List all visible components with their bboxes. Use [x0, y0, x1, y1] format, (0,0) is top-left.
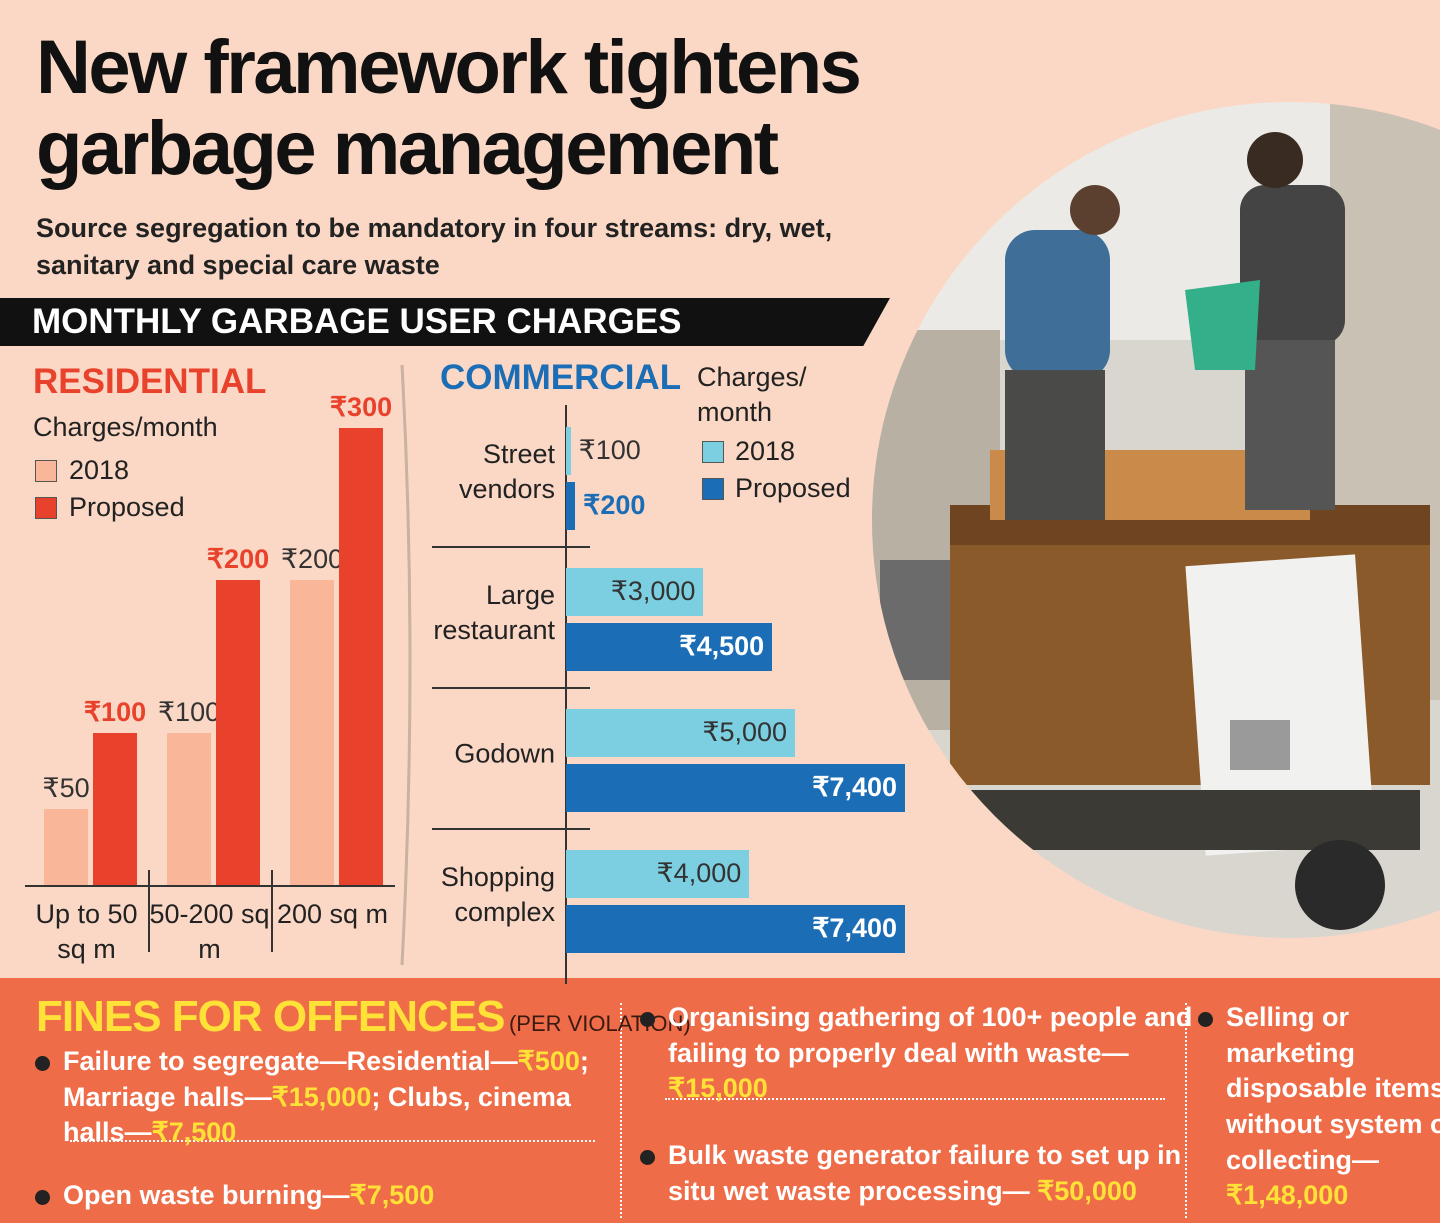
title: New framework tightens garbage managemen…	[36, 25, 862, 191]
value-label: ₹200	[280, 544, 344, 575]
value-label: ₹3,000	[610, 576, 696, 606]
separator	[432, 828, 590, 830]
value-label: ₹7,400	[812, 913, 897, 943]
fine-text: Selling or marketing disposable items wi…	[1226, 1002, 1440, 1175]
bullet	[640, 1150, 655, 1165]
fine-amount: ₹50,000	[1037, 1175, 1137, 1206]
legend-swatch	[702, 441, 724, 463]
divider	[1185, 1003, 1187, 1218]
value-label: ₹100	[83, 696, 147, 727]
section-title: MONTHLY GARBAGE USER CHARGES	[32, 302, 682, 341]
y-tick-label: Shopping complex	[440, 861, 555, 927]
value-label: ₹200	[583, 490, 646, 520]
x-tick-label: 200 sq m	[276, 899, 389, 929]
bullet	[640, 1012, 655, 1027]
divider	[620, 1003, 622, 1218]
value-label: ₹7,400	[812, 772, 897, 802]
bar	[566, 568, 704, 616]
fine-text: Bulk waste generator failure to set up i…	[668, 1140, 1182, 1206]
separator	[432, 687, 590, 689]
value-label: ₹300	[329, 392, 393, 422]
bar	[290, 580, 334, 885]
divider	[665, 1098, 1165, 1100]
fine-amount: ₹1,48,000	[1226, 1180, 1349, 1211]
value-label: ₹100	[578, 435, 641, 465]
axis-line	[565, 405, 567, 984]
legend-label: Proposed	[735, 473, 851, 503]
bar	[339, 428, 383, 885]
photo	[400, 98, 1440, 966]
bar	[566, 850, 750, 898]
fine-item: Organising gathering of 100+ people and …	[668, 1000, 1198, 1107]
chart-title: RESIDENTIAL	[33, 362, 267, 401]
fine-text: Open waste burning—	[63, 1180, 350, 1210]
separator	[148, 870, 150, 952]
y-tick-label: Large restaurant	[433, 579, 555, 645]
fines-heading: FINES FOR OFFENCES (PER VIOLATION)	[36, 992, 691, 1042]
bar	[566, 764, 905, 812]
bar	[44, 808, 88, 885]
value-label: ₹4,000	[656, 858, 742, 888]
x-tick-label: 50-200 sq m	[149, 899, 270, 965]
bar	[93, 732, 137, 885]
bullet	[35, 1190, 50, 1205]
bar	[566, 482, 576, 530]
separator	[432, 546, 590, 548]
legend-label: 2018	[735, 436, 796, 466]
fine-text: ; Marriage halls—	[63, 1046, 589, 1112]
divider	[70, 1140, 595, 1142]
bar	[216, 580, 260, 885]
y-tick-label: Street vendors	[458, 438, 555, 504]
value-label: ₹5,000	[702, 717, 788, 747]
bar	[167, 732, 211, 885]
legend-swatch	[702, 478, 724, 500]
chart-title: COMMERCIAL	[440, 358, 682, 397]
legend-swatch	[35, 497, 57, 519]
fine-text: Failure to segregate—Residential—	[63, 1046, 518, 1076]
fine-amount: ₹500	[517, 1046, 580, 1076]
bar	[566, 709, 796, 757]
legend-label: Proposed	[69, 492, 185, 522]
fine-text: ; Clubs, cinema halls—	[63, 1081, 571, 1148]
fine-item: Failure to segregate—Residential—₹500; M…	[63, 1044, 623, 1151]
fine-item: Bulk waste generator failure to set up i…	[668, 1138, 1198, 1209]
separator	[271, 870, 273, 952]
bar	[566, 623, 773, 671]
legend-title: Charges/ month	[697, 362, 807, 428]
value-label: ₹4,500	[679, 631, 765, 661]
bar	[566, 905, 905, 953]
fine-amount: ₹15,000	[271, 1081, 372, 1112]
fines-note: (PER VIOLATION)	[508, 1011, 691, 1036]
x-tick-label: Up to 50 sq m	[35, 899, 138, 965]
value-label: ₹200	[206, 544, 270, 575]
bar	[566, 427, 571, 475]
fines-panel: FINES FOR OFFENCES (PER VIOLATION) Failu…	[0, 978, 1440, 1223]
fine-item: Open waste burning—₹7,500	[63, 1178, 623, 1214]
bullet	[1198, 1012, 1213, 1027]
y-tick-label: Godown	[454, 737, 555, 768]
value-label: ₹100	[157, 696, 221, 727]
value-label: ₹50	[42, 772, 90, 803]
legend-swatch	[35, 460, 57, 482]
legend-label: 2018	[69, 455, 130, 485]
fine-item: Selling or marketing disposable items wi…	[1226, 1000, 1440, 1214]
section-band	[0, 298, 890, 346]
fine-amount: ₹7,500	[349, 1180, 435, 1210]
legend-title: Charges/month	[33, 412, 218, 442]
fine-text: Organising gathering of 100+ people and …	[668, 1002, 1193, 1068]
axis-line	[25, 885, 395, 887]
fine-amount: ₹15,000	[668, 1073, 768, 1104]
bullet	[35, 1056, 50, 1071]
fine-amount: ₹7,500	[151, 1117, 237, 1148]
subtitle: Source segregation to be mandatory in fo…	[36, 213, 833, 281]
fines-title: FINES FOR OFFENCES	[36, 992, 505, 1041]
